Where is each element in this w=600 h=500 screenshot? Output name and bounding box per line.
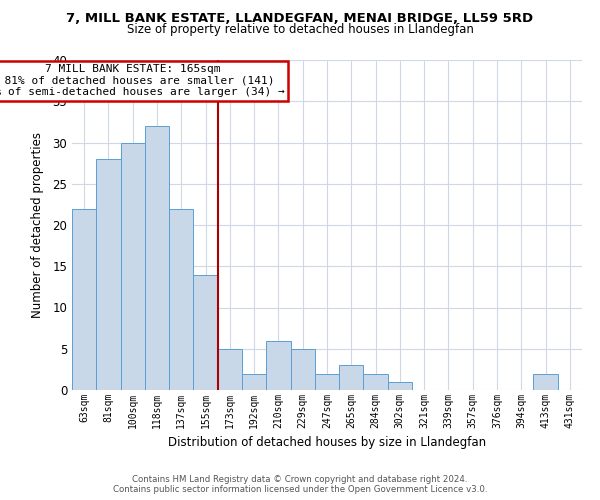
Bar [315, 374, 339, 390]
Bar [364, 374, 388, 390]
Y-axis label: Number of detached properties: Number of detached properties [31, 132, 44, 318]
Bar [339, 365, 364, 390]
Text: 7, MILL BANK ESTATE, LLANDEGFAN, MENAI BRIDGE, LL59 5RD: 7, MILL BANK ESTATE, LLANDEGFAN, MENAI B… [67, 12, 533, 26]
Bar [266, 340, 290, 390]
X-axis label: Distribution of detached houses by size in Llandegfan: Distribution of detached houses by size … [168, 436, 486, 450]
Text: Size of property relative to detached houses in Llandegfan: Size of property relative to detached ho… [127, 22, 473, 36]
Text: Contains HM Land Registry data © Crown copyright and database right 2024.
Contai: Contains HM Land Registry data © Crown c… [113, 474, 487, 494]
Bar [145, 126, 169, 390]
Bar [96, 159, 121, 390]
Bar [169, 208, 193, 390]
Bar [72, 208, 96, 390]
Bar [121, 142, 145, 390]
Bar [388, 382, 412, 390]
Bar [218, 349, 242, 390]
Bar [533, 374, 558, 390]
Bar [290, 349, 315, 390]
Bar [242, 374, 266, 390]
Bar [193, 274, 218, 390]
Text: 7 MILL BANK ESTATE: 165sqm
← 81% of detached houses are smaller (141)
19% of sem: 7 MILL BANK ESTATE: 165sqm ← 81% of deta… [0, 64, 284, 98]
